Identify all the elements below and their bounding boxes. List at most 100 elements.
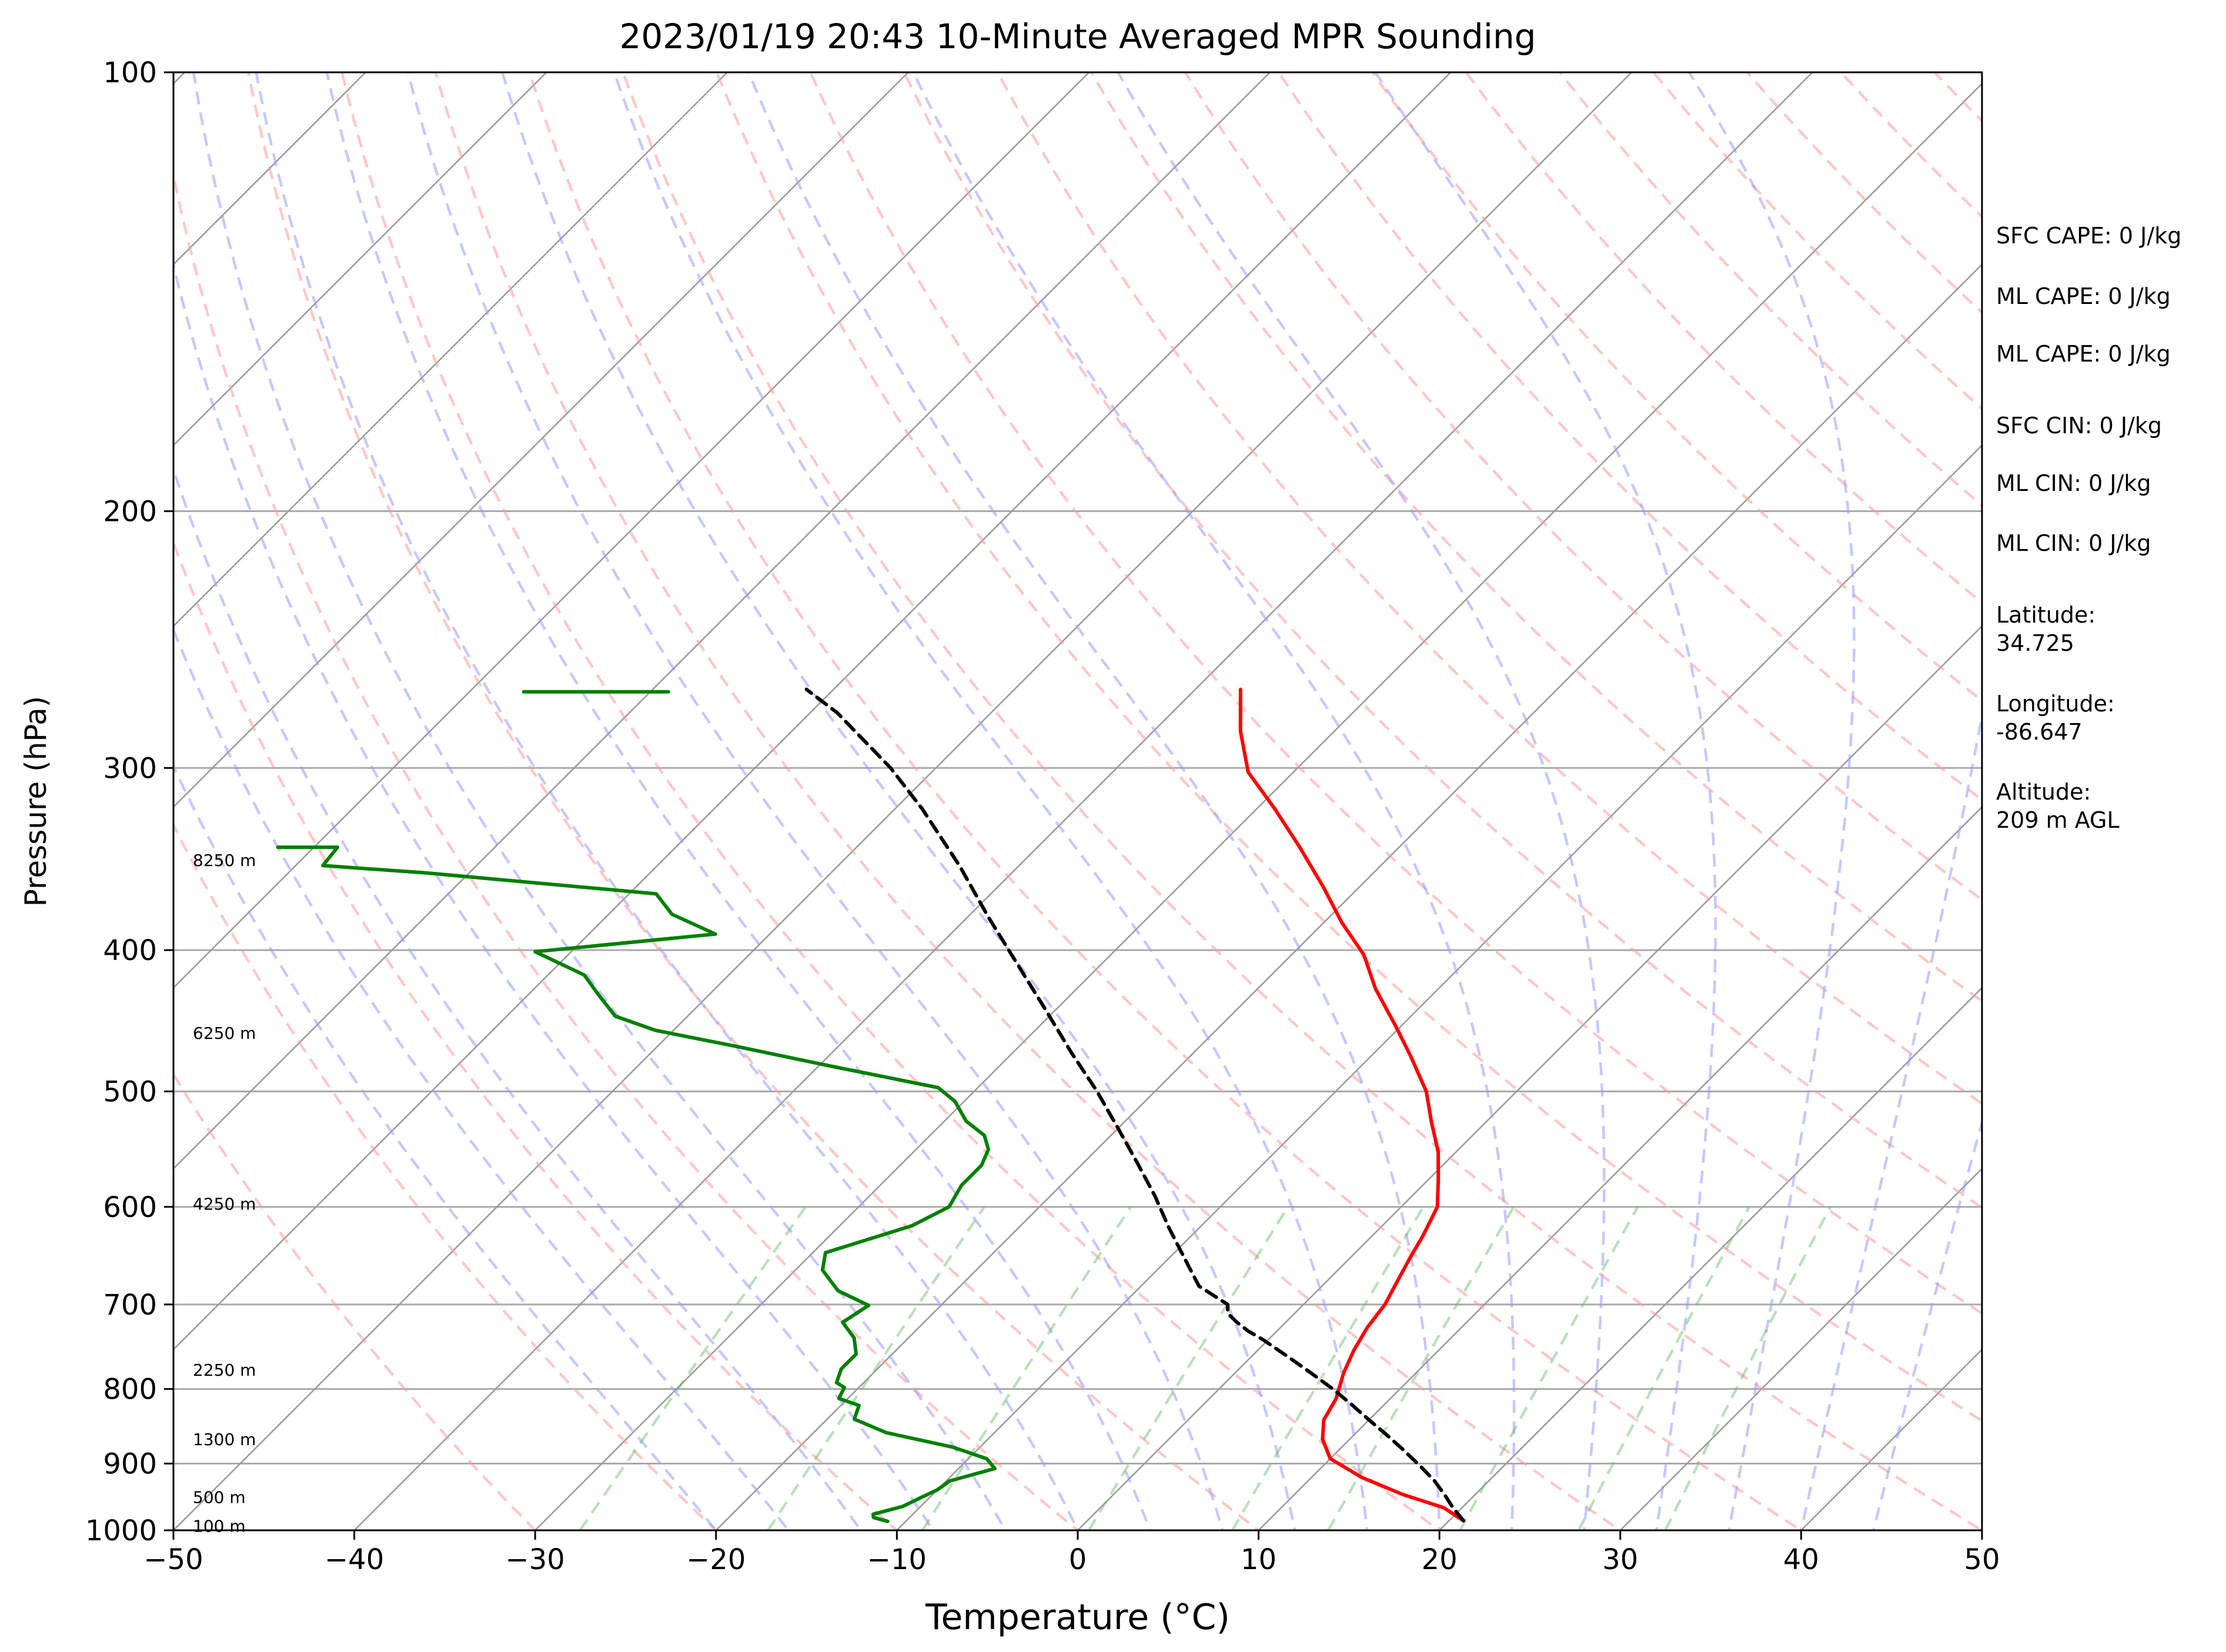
moist-adiabat-line [1800, 708, 1982, 1530]
height-label: 1300 m [193, 1430, 256, 1449]
dry-adiabat-line [1277, 72, 1982, 802]
dry-adiabat-line [246, 72, 1261, 1530]
sfc-cin-text: SFC CIN: 0 J/kg [1996, 413, 2163, 439]
moist-adiabat-line [173, 259, 935, 1530]
y-tick-label: 900 [103, 1448, 157, 1481]
moist-adiabat-line [1687, 72, 1856, 1530]
y-tick-label: 600 [103, 1191, 157, 1224]
ml-cape-text: ML CAPE: 0 J/kg [1996, 283, 2171, 309]
longitude-value: -86.647 [1996, 719, 2083, 745]
moist-adiabat-line [173, 763, 718, 1530]
isotherm-line [173, 72, 548, 447]
isotherm-line [173, 72, 367, 266]
x-tick-label: −40 [325, 1543, 384, 1576]
isotherm-line [173, 72, 1452, 1351]
dry-adiabat-line [527, 72, 1804, 1530]
x-tick-label: −50 [143, 1543, 203, 1576]
altitude-value: 209 m AGL [1996, 807, 2120, 833]
moist-adiabat-line [325, 72, 1152, 1530]
y-tick-label: 800 [103, 1373, 157, 1406]
y-tick-label: 100 [103, 56, 157, 89]
height-labels: 100 m 500 m 1300 m 2250 m 4250 m 6250 m 8250 m [193, 851, 256, 1536]
height-label: 500 m [193, 1488, 246, 1507]
dry-adiabat-line [173, 822, 718, 1530]
isotherm-line [173, 72, 1633, 1530]
dry-adiabat-line [173, 539, 899, 1530]
isotherm-line [173, 72, 1090, 989]
moist-adiabat-line [255, 72, 1079, 1530]
dry-adiabat-line [2181, 40, 2226, 1561]
isotherm-line [1077, 625, 1982, 1530]
series-parcel-line [804, 687, 1466, 1523]
moist-adiabat-line [1872, 1117, 1982, 1530]
isotherm-line [353, 72, 1814, 1530]
series-temperature-line [1238, 687, 1466, 1523]
y-tick-label: 300 [103, 752, 157, 785]
dry-adiabat-line [173, 169, 1080, 1530]
x-tick-label: 30 [1602, 1543, 1638, 1576]
moist-adiabat-line [912, 72, 1516, 1530]
mixing-ratio-line [1087, 1206, 1289, 1530]
x-tick-label: −20 [686, 1543, 746, 1576]
mixing-ratio-line [1577, 1206, 1750, 1530]
mixing-ratio-line [1459, 1206, 1639, 1530]
altitude-label: Altitude: [1996, 779, 2091, 805]
chart-title: 2023/01/19 20:43 10-Minute Averaged MPR … [619, 16, 1536, 56]
isotherm-line [715, 263, 1982, 1530]
ml-cape-text-2: ML CAPE: 0 J/kg [1996, 341, 2171, 367]
isotherm-line [173, 72, 910, 808]
x-tick-label: 10 [1241, 1543, 1276, 1576]
moist-adiabat-line [192, 72, 1007, 1530]
moist-adiabat-line [1374, 72, 1717, 1530]
dry-adiabat-line [1089, 72, 1982, 1003]
series-lines [276, 687, 1466, 1523]
isotherm-line [1438, 986, 1982, 1530]
y-tick-label: 1000 [85, 1514, 157, 1547]
dry-adiabat-line [621, 72, 1982, 1530]
y-tick-label: 400 [103, 934, 157, 967]
x-tick-label: 20 [1422, 1543, 1458, 1576]
mixing-ratio-line [1664, 1206, 1832, 1530]
latitude-value: 34.725 [1996, 630, 2074, 656]
height-label: 100 m [193, 1516, 246, 1536]
moist-adiabat-line [173, 466, 863, 1530]
mixing-ratio-line [767, 1206, 985, 1530]
y-tick-label: 500 [103, 1075, 157, 1108]
x-tick-label: −30 [506, 1543, 565, 1576]
isotherm-line [895, 444, 1982, 1530]
background-lines [173, 40, 2226, 1561]
dry-adiabat-line [1652, 72, 1982, 411]
mixing-ratio-line [921, 1206, 1132, 1530]
dry-adiabat-line [2088, 40, 2226, 1561]
y-axis: 100 200 300 400 500 600 700 800 900 1000 [85, 56, 173, 1547]
dry-adiabat-line [1371, 72, 1982, 703]
mixing-ratio-line [1231, 1206, 1425, 1530]
ml-cin-text: ML CIN: 0 J/kg [1996, 470, 2151, 496]
isotherm-line [1619, 1168, 1982, 1530]
x-tick-label: 50 [1964, 1543, 2000, 1576]
ml-cin-text-2: ML CIN: 0 J/kg [1996, 530, 2151, 556]
x-axis: −50 −40 −30 −20 −10 0 10 20 30 40 50 [143, 1530, 2000, 1576]
x-tick-label: 0 [1069, 1543, 1087, 1576]
dry-adiabat-line [1557, 72, 1982, 507]
y-tick-label: 700 [103, 1289, 157, 1322]
moist-adiabat-line [1117, 72, 1606, 1530]
moist-adiabat-line [406, 72, 1224, 1530]
isotherm-line [2132, 40, 2226, 1561]
isotherm-line [534, 82, 1982, 1530]
dry-adiabat-line [1745, 72, 1982, 315]
dry-adiabat-line [340, 72, 1442, 1530]
mixing-ratio-line [579, 1206, 807, 1530]
height-label: 2250 m [193, 1360, 256, 1380]
height-label: 6250 m [193, 1024, 256, 1043]
y-tick-label: 200 [103, 496, 157, 529]
dry-adiabat-line [173, 1072, 537, 1530]
isotherm-line [173, 72, 1271, 1170]
isotherm-line [173, 72, 728, 627]
moist-adiabat-line [173, 626, 790, 1530]
x-tick-label: 40 [1783, 1543, 1819, 1576]
latitude-label: Latitude: [1996, 602, 2096, 628]
moist-adiabat-line [501, 72, 1296, 1530]
moist-adiabat-line [613, 72, 1369, 1530]
